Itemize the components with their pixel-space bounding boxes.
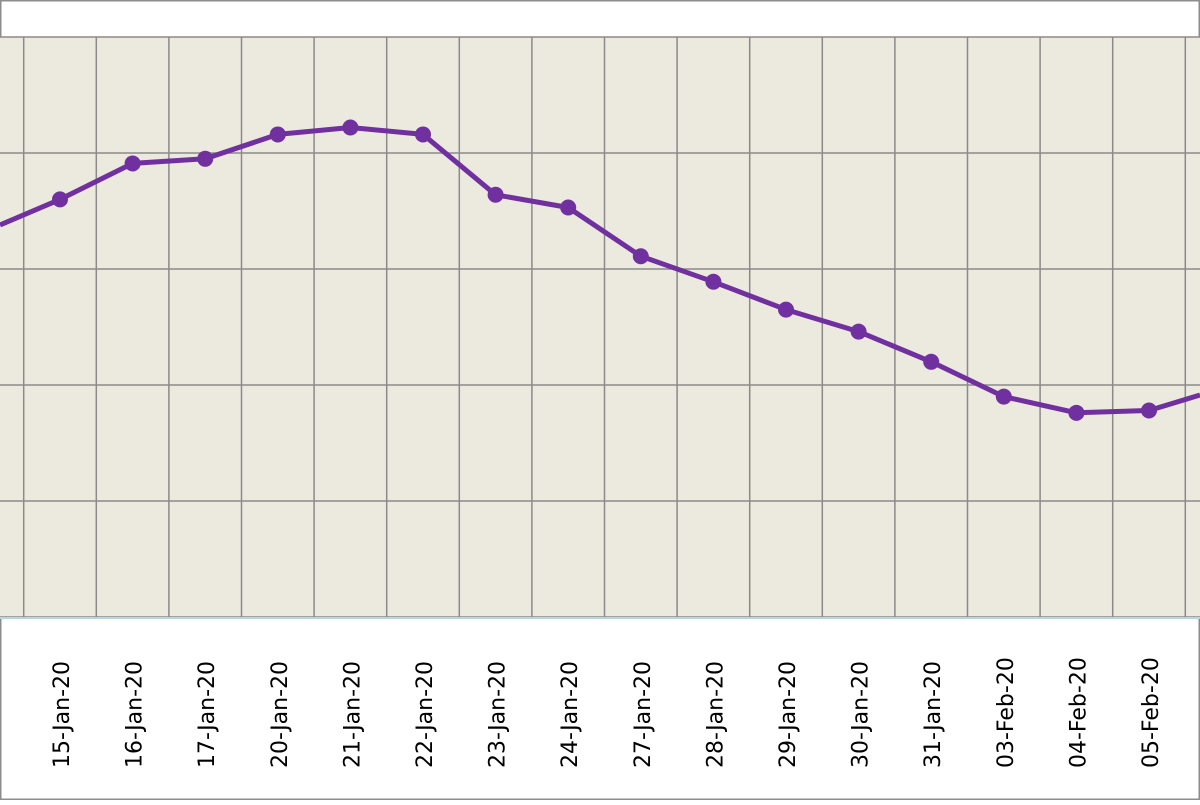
x-tick-label: 17-Jan-20 (195, 661, 220, 768)
x-tick-label: 22-Jan-20 (413, 661, 438, 768)
data-point (850, 323, 867, 340)
data-point (778, 301, 794, 318)
x-tick-label: 23-Jan-20 (486, 661, 511, 768)
x-tick-label: 24-Jan-20 (558, 661, 583, 768)
x-tick-label: 31-Jan-20 (921, 661, 946, 768)
data-point (197, 150, 214, 167)
x-tick-label: 16-Jan-20 (123, 661, 148, 768)
data-point (560, 199, 577, 216)
x-tick-labels: 15-Jan-20 16-Jan-20 17-Jan-20 20-Jan-20 21-J… (50, 657, 1164, 768)
data-point (124, 155, 141, 172)
data-point (415, 126, 431, 143)
data-point (1141, 402, 1157, 419)
x-tick-label: 05-Feb-20 (1139, 657, 1164, 768)
x-tick-label: 27-Jan-20 (631, 661, 656, 768)
data-point (52, 191, 68, 208)
data-point (705, 273, 722, 290)
x-tick-label: 21-Jan-20 (340, 661, 365, 768)
x-tick-label: 30-Jan-20 (849, 661, 874, 768)
series-layer (0, 119, 1200, 421)
data-point (632, 248, 649, 265)
data-point (923, 353, 940, 370)
x-tick-label: 20-Jan-20 (268, 661, 293, 768)
data-point (269, 126, 286, 143)
series-line (0, 125, 1200, 416)
x-tick-label: 03-Feb-20 (994, 657, 1019, 768)
data-point (487, 186, 504, 203)
x-tick-label: 04-Feb-20 (1066, 657, 1091, 768)
x-tick-label: 28-Jan-20 (703, 661, 728, 768)
data-point (1068, 404, 1085, 421)
data-point (342, 119, 359, 136)
x-tick-label: 29-Jan-20 (776, 661, 801, 768)
grid-layer (0, 36, 1200, 618)
x-tick-label: 15-Jan-20 (50, 661, 75, 768)
plot-area (0, 37, 1200, 617)
data-point (995, 388, 1012, 405)
